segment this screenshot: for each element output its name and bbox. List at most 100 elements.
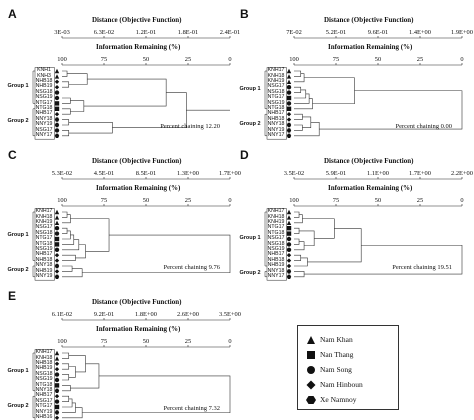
circle-icon <box>54 372 60 377</box>
leaf-label: NHB17 <box>267 251 285 258</box>
info-tick-label: 25 <box>184 197 192 204</box>
dendrogram-link <box>70 100 85 112</box>
leaf-label: NHB17 <box>35 392 53 399</box>
group-bracket <box>32 108 35 137</box>
triangle-icon <box>286 74 292 79</box>
hexagon-icon <box>286 269 292 274</box>
dendrogram-link <box>62 352 70 359</box>
leaf-label: KNH18 <box>267 213 285 220</box>
dendrogram-link <box>68 355 86 373</box>
dendrogram-link <box>294 254 302 261</box>
distance-tick-label: 1.7E+00 <box>219 170 241 177</box>
panel-letter: E <box>8 289 17 303</box>
leaf-label: NHB18 <box>267 115 285 122</box>
leaf-label: NTG17 <box>35 403 53 410</box>
diamond-icon <box>54 367 60 372</box>
leaf-label: NSG18 <box>35 229 53 236</box>
leaf-label: NHB18 <box>35 78 53 84</box>
percent-chaining-label: Percent chaining 0.00 <box>395 123 453 130</box>
info-tick-label: 50 <box>374 197 382 204</box>
leaf-label: NSG19 <box>35 376 53 383</box>
info-tick-label: 0 <box>228 56 232 63</box>
legend-label: Nam Song <box>320 365 352 374</box>
dendrogram-link <box>62 363 70 370</box>
percent-chaining-label: Percent chaining 7.32 <box>163 405 221 412</box>
diamond-icon <box>286 112 292 117</box>
dendrogram-link <box>294 113 303 120</box>
distance-axis-title: Distance (Objective Function) <box>92 16 182 24</box>
circle-icon <box>54 231 60 236</box>
dendrogram-link <box>62 234 75 245</box>
leaf-label: NSG17 <box>267 83 285 90</box>
dendrogram-panel-e: E Distance (Objective Function) 6.1E-02 9.2… <box>4 287 241 420</box>
triangle-icon <box>54 74 60 79</box>
leaf-label: NNY19 <box>267 126 285 133</box>
dendrogram-link <box>82 234 231 274</box>
info-tick-label: 75 <box>100 338 108 345</box>
info-tick-label: 75 <box>332 56 340 63</box>
circle-icon <box>54 247 60 252</box>
leaf-label: KNH19 <box>35 219 53 225</box>
leaf-label: NSG18 <box>35 370 53 377</box>
circle-icon <box>54 90 60 95</box>
triangle-icon <box>54 215 60 220</box>
diamond-icon <box>286 258 292 263</box>
hexagon-icon <box>54 133 60 138</box>
distance-tick-label: 3E-03 <box>54 29 70 36</box>
triangle-icon <box>54 220 60 225</box>
percent-chaining-label: Percent chaining 19.51 <box>392 264 452 271</box>
info-tick-label: 100 <box>57 197 67 204</box>
info-axis-title: Information Remaining (%) <box>96 184 181 192</box>
leaf-label: KNH18 <box>35 213 53 220</box>
circle-icon <box>54 95 60 101</box>
dendrogram-link <box>62 81 70 88</box>
group-bracket <box>264 70 267 110</box>
leaf-label: KNH3 <box>37 72 51 79</box>
dendrogram-link <box>62 265 73 272</box>
dendrogram-link <box>299 230 315 247</box>
info-tick-label: 0 <box>228 338 232 345</box>
group-label: Group 2 <box>7 403 29 409</box>
info-axis-title: Information Remaining (%) <box>96 325 181 333</box>
info-tick-label: 25 <box>184 338 192 345</box>
leaf-label: NHB19 <box>35 267 53 274</box>
info-tick-label: 50 <box>142 197 150 204</box>
leaf-label: KNH17 <box>35 208 53 215</box>
dendrogram-panel-d: D Distance (Objective Function) 3.5E-02 5.9… <box>236 146 473 281</box>
hexagon-icon <box>54 122 60 128</box>
circle-icon <box>54 377 60 383</box>
dendrogram-link <box>67 73 88 85</box>
square-icon <box>307 351 315 359</box>
diamond-icon <box>286 117 292 122</box>
hexagon-icon <box>286 133 292 138</box>
leaf-label: NNY17 <box>267 132 285 138</box>
info-tick-label: 100 <box>57 338 67 345</box>
legend-label: Nam Hinboun <box>320 380 363 389</box>
leaf-label: NTG18 <box>267 105 285 111</box>
leaf-frame <box>34 349 55 420</box>
dendrogram-link <box>70 363 100 389</box>
circle-icon <box>286 242 292 247</box>
info-tick-label: 50 <box>142 56 150 63</box>
square-icon <box>286 226 292 231</box>
dendrogram-link <box>294 211 300 218</box>
info-tick-label: 0 <box>228 197 232 204</box>
info-tick-label: 0 <box>460 56 464 63</box>
leaf-label: NNY18 <box>267 267 285 274</box>
distance-tick-label: 3.5E-02 <box>283 170 305 177</box>
info-axis-title: Information Remaining (%) <box>328 43 413 51</box>
group-bracket <box>32 70 35 104</box>
group-bracket <box>32 211 35 261</box>
distance-tick-label: 7E-02 <box>286 29 302 36</box>
dendrogram-link <box>62 374 70 381</box>
dendrogram-link <box>62 254 76 261</box>
distance-axis-title: Distance (Objective Function) <box>324 157 414 165</box>
distance-axis-title: Distance (Objective Function) <box>92 298 182 306</box>
group-label: Group 2 <box>239 121 261 127</box>
legend-label: Xe Namnoy <box>320 395 357 404</box>
info-tick-label: 100 <box>57 56 67 63</box>
dendrogram-link <box>62 214 71 224</box>
leaf-label: NTG17 <box>35 99 53 106</box>
dendrogram-link <box>70 218 110 252</box>
dendrogram-link <box>62 130 70 137</box>
